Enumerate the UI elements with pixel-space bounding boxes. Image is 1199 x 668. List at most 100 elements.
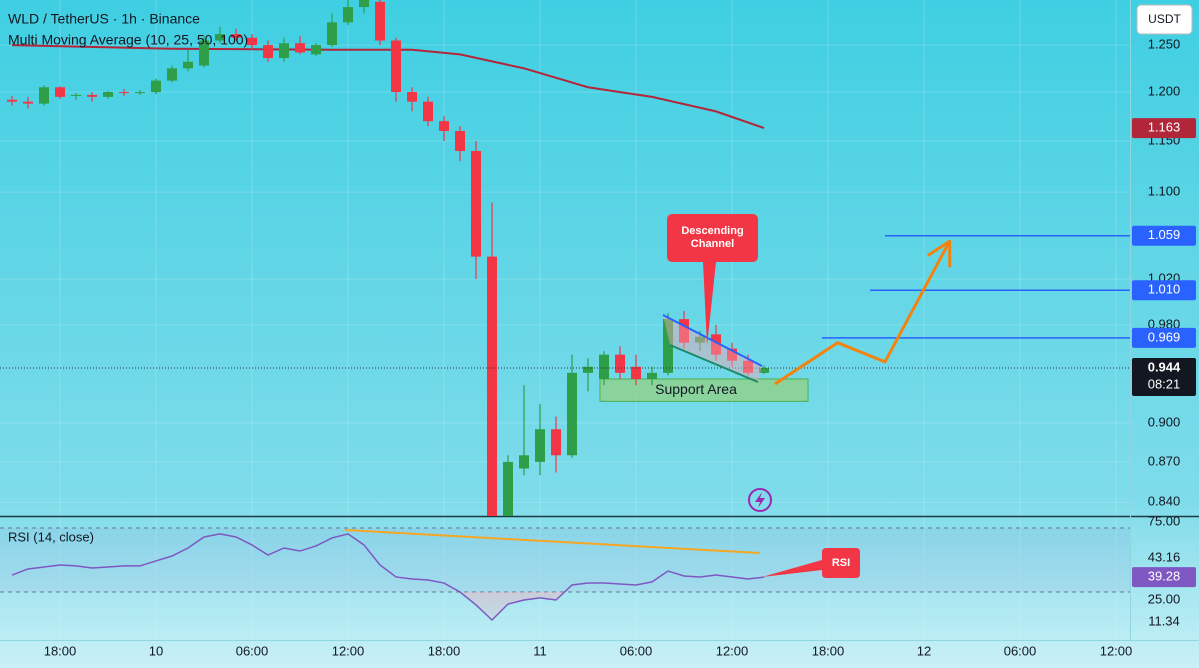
candle-body xyxy=(87,94,97,97)
candle-body xyxy=(231,34,241,38)
candle-body xyxy=(663,319,673,373)
channel-lower xyxy=(669,344,759,383)
candle-body xyxy=(167,68,177,81)
candle-body xyxy=(215,34,225,41)
candle-body xyxy=(439,121,449,132)
projection-arrowhead xyxy=(927,239,952,268)
currency-box[interactable] xyxy=(1136,4,1193,35)
level-label-box xyxy=(1132,327,1196,348)
candle-body xyxy=(151,80,161,93)
level-label: 1.059 xyxy=(1148,227,1181,242)
y-tick-label: 1.200 xyxy=(1148,83,1181,98)
rsi-value-box xyxy=(1132,567,1196,588)
ma-label-box xyxy=(1132,118,1196,139)
candle-body xyxy=(567,372,577,456)
rsi-trendline xyxy=(344,529,761,554)
y-tick-label: 0.840 xyxy=(1148,494,1181,509)
last-price-box xyxy=(1132,357,1196,396)
support-label: Support Area xyxy=(655,381,737,397)
candle-body xyxy=(263,45,273,59)
y-tick-label: 0.900 xyxy=(1148,414,1181,429)
candle-body xyxy=(471,151,481,257)
candle-body xyxy=(119,92,129,94)
candle-body xyxy=(247,37,257,46)
candle-body xyxy=(759,367,769,373)
candle-body xyxy=(359,0,369,8)
y-tick-label: 0.980 xyxy=(1148,316,1181,331)
y-tick-label: 1.100 xyxy=(1148,184,1181,199)
x-tick-label: 10 xyxy=(149,643,163,658)
last-price-label: 0.944 xyxy=(1148,359,1181,374)
level-label-box xyxy=(1132,280,1196,301)
candle-body xyxy=(423,101,433,122)
rsi-callout-box xyxy=(762,548,860,578)
rsi-tick-label: 25.00 xyxy=(1148,591,1181,606)
candle-body xyxy=(295,43,305,53)
candle-body xyxy=(407,92,417,102)
currency: USDT xyxy=(1148,12,1181,26)
countdown-label: 08:21 xyxy=(1148,376,1181,391)
channel-upper xyxy=(662,314,763,367)
candle-body xyxy=(311,45,321,55)
candle-body xyxy=(727,348,737,361)
y-tick-label: 1.250 xyxy=(1148,37,1181,52)
candle-body xyxy=(343,7,353,23)
candle-body xyxy=(487,256,497,516)
candle-body xyxy=(7,99,17,102)
ma-label: 1.163 xyxy=(1148,120,1181,135)
candle-body xyxy=(695,336,705,343)
alert-icon[interactable] xyxy=(748,488,772,512)
candle-body xyxy=(71,94,81,96)
y-tick-label: 0.870 xyxy=(1148,453,1181,468)
alert-icon-bolt xyxy=(755,492,765,508)
x-tick-label: 18:00 xyxy=(812,643,845,658)
candle-body xyxy=(327,22,337,46)
candle-body xyxy=(279,43,289,59)
candle-body xyxy=(183,61,193,69)
x-tick-label: 12 xyxy=(917,643,931,658)
candle-body xyxy=(551,429,561,456)
candle-body xyxy=(631,366,641,380)
rsi-tick-label: 11.34 xyxy=(1148,613,1180,628)
callout-box xyxy=(667,214,758,346)
rsi-tick-label: 75.00 xyxy=(1148,513,1181,528)
candle-body xyxy=(39,87,49,104)
grid xyxy=(0,0,1130,640)
candle-body xyxy=(23,101,33,104)
candle-body xyxy=(135,92,145,94)
chart-title: WLD / TetherUS · 1h · Binance xyxy=(8,11,200,27)
rsi-line xyxy=(11,533,765,622)
indicator-title: Multi Moving Average (10, 25, 50, 100) xyxy=(8,32,248,48)
x-tick-label: 18:00 xyxy=(44,643,77,658)
candle-body xyxy=(55,87,65,97)
rsi-value-label: 39.28 xyxy=(1148,569,1181,584)
x-tick-label: 06:00 xyxy=(620,643,653,658)
rsi-signal-label: 43.16 xyxy=(1148,550,1181,565)
candle-body xyxy=(599,354,609,380)
axes: 1.2501.2001.1501.1001.0200.9800.9000.870… xyxy=(44,37,1196,658)
x-tick-label: 06:00 xyxy=(1004,643,1037,658)
x-tick-label: 18:00 xyxy=(428,643,461,658)
rsi-callout-text: RSI xyxy=(831,557,851,569)
rsi-band xyxy=(0,528,1130,592)
level-label: 0.969 xyxy=(1148,329,1181,344)
candle-body xyxy=(503,461,513,516)
x-tick-label: 11 xyxy=(533,643,547,658)
candle-body xyxy=(583,366,593,373)
candle-body xyxy=(535,429,545,462)
candle-body xyxy=(391,40,401,93)
callout-text: Descending Channel xyxy=(681,225,744,250)
candle-body xyxy=(455,131,465,152)
price-pane: Support Area xyxy=(0,0,1130,516)
candle-body xyxy=(615,354,625,373)
candle-body xyxy=(743,360,753,373)
candle-body xyxy=(711,334,721,355)
rsi-pane xyxy=(0,527,1130,622)
candle-body xyxy=(375,1,385,41)
rsi-title: RSI (14, close) xyxy=(8,529,94,544)
level-label: 1.010 xyxy=(1148,282,1181,297)
candle-body xyxy=(199,40,209,66)
